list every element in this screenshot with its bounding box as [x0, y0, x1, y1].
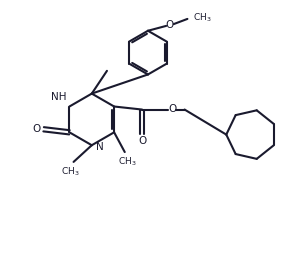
Text: O: O	[33, 124, 41, 134]
Text: CH$_3$: CH$_3$	[193, 11, 212, 24]
Text: O: O	[166, 20, 174, 30]
Text: NH: NH	[52, 92, 67, 102]
Text: CH$_3$: CH$_3$	[118, 156, 137, 168]
Text: N: N	[96, 142, 104, 152]
Text: O: O	[138, 136, 146, 146]
Text: O: O	[168, 104, 177, 114]
Text: CH$_3$: CH$_3$	[61, 166, 80, 178]
